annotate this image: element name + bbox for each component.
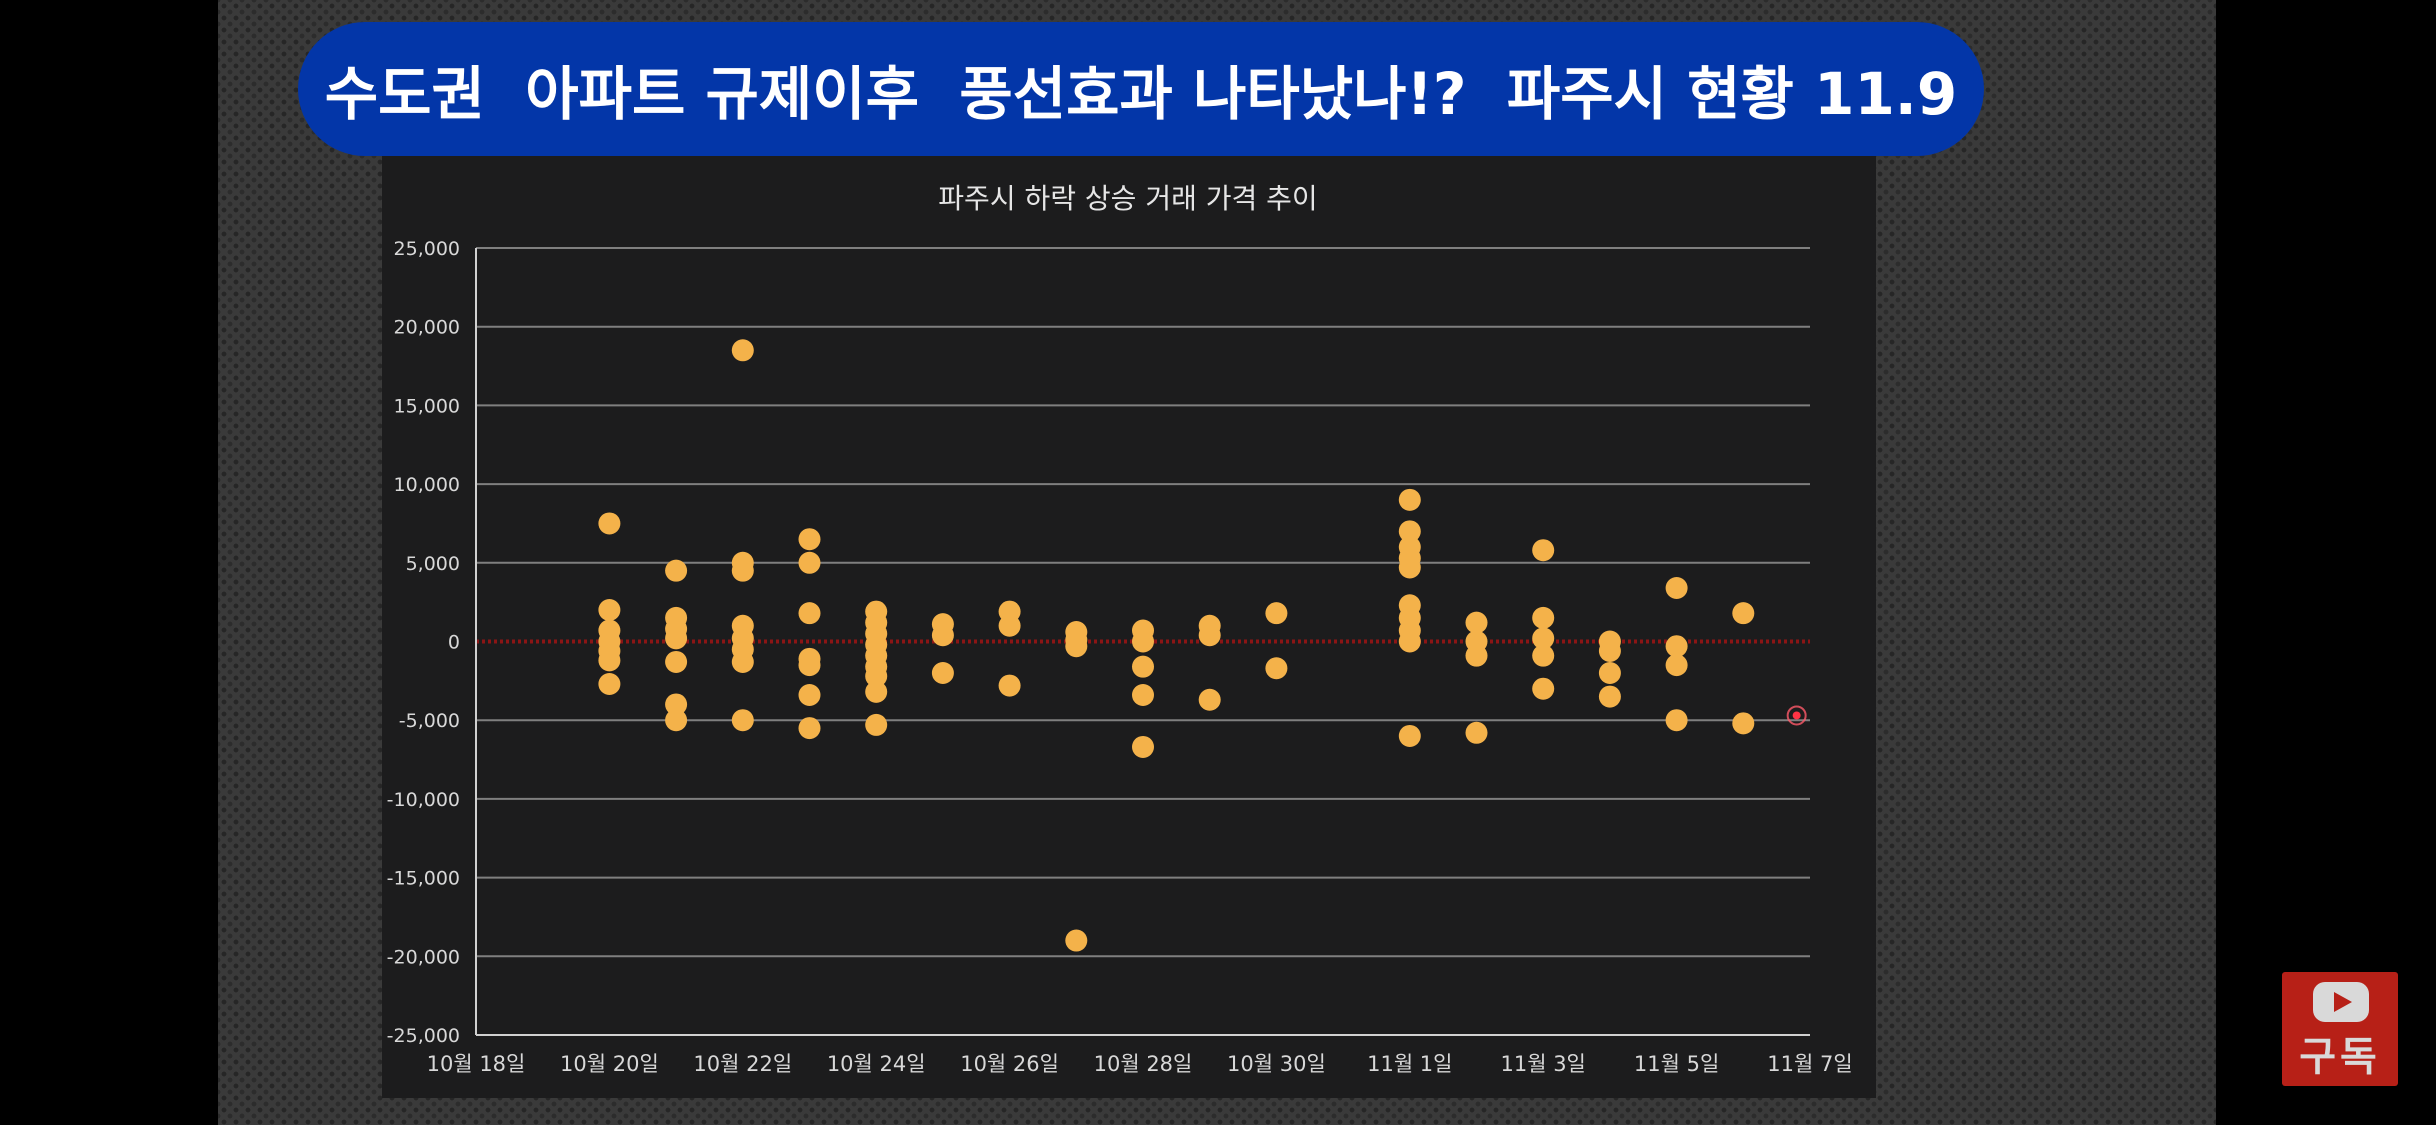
data-point xyxy=(731,339,754,362)
data-point xyxy=(665,709,688,732)
data-point xyxy=(1532,644,1555,667)
y-tick-label: 15,000 xyxy=(394,395,460,417)
data-points xyxy=(598,339,1807,952)
x-tick-label: 10월 20일 xyxy=(560,1052,659,1076)
data-point xyxy=(1598,661,1621,684)
data-point xyxy=(598,512,621,535)
x-tick-label: 11월 7일 xyxy=(1767,1052,1852,1076)
scatter-chart: 파주시 하락 상승 거래 가격 추이 25,000 20,000 15,000 10,… xyxy=(387,182,1853,1076)
y-tick-label: -5,000 xyxy=(399,710,460,732)
data-point xyxy=(1198,688,1221,711)
youtube-play-icon xyxy=(2313,982,2369,1022)
subscribe-label: 구독 xyxy=(2299,1034,2381,1080)
data-point xyxy=(931,624,954,647)
data-point xyxy=(1598,685,1621,708)
data-point xyxy=(931,661,954,684)
data-point xyxy=(865,680,888,703)
data-point xyxy=(1665,635,1688,658)
data-point xyxy=(731,650,754,673)
x-tick-label: 10월 24일 xyxy=(827,1052,926,1076)
data-point xyxy=(1132,655,1154,678)
data-point xyxy=(665,559,688,582)
data-point xyxy=(1465,721,1488,744)
data-point xyxy=(665,627,688,650)
y-tick-label: -10,000 xyxy=(387,789,460,811)
data-point xyxy=(798,602,821,625)
data-point xyxy=(1398,556,1421,579)
data-point xyxy=(731,709,754,732)
axes: 25,000 20,000 15,000 10,000 5,000 0 -5,000 -10,… xyxy=(387,238,1853,1076)
data-point xyxy=(665,693,688,716)
data-point xyxy=(1398,488,1421,511)
data-point xyxy=(1065,635,1088,658)
x-tick-label: 10월 18일 xyxy=(427,1052,526,1076)
x-tick-label: 10월 26일 xyxy=(960,1052,1059,1076)
x-tick-label: 10월 22일 xyxy=(693,1052,792,1076)
data-point xyxy=(1132,630,1154,653)
data-point xyxy=(1132,735,1154,758)
data-point xyxy=(1398,630,1421,653)
y-tick-label: 10,000 xyxy=(394,474,460,496)
data-point xyxy=(1598,639,1621,662)
y-tick-label: -20,000 xyxy=(387,946,460,968)
data-point xyxy=(1532,627,1555,650)
data-point xyxy=(1665,709,1688,732)
data-point xyxy=(598,649,621,672)
y-tick-label: 25,000 xyxy=(394,238,460,260)
x-tick-label: 10월 30일 xyxy=(1227,1052,1326,1076)
data-point xyxy=(1732,712,1755,735)
x-tick-label: 11월 5일 xyxy=(1634,1052,1719,1076)
data-point xyxy=(1065,929,1088,952)
data-point xyxy=(865,713,888,736)
data-point xyxy=(1532,677,1555,700)
title-banner: 수도권 아파트 규제이후 풍선효과 나타났나!? 파주시 현황 11.9 xyxy=(298,22,1984,156)
data-point xyxy=(1665,576,1688,599)
data-point xyxy=(1265,657,1288,680)
data-point xyxy=(731,559,754,582)
y-tick-label: 20,000 xyxy=(394,317,460,339)
y-tick-label: -25,000 xyxy=(387,1025,460,1047)
data-point xyxy=(1665,654,1688,677)
chart-title: 파주시 하락 상승 거래 가격 추이 xyxy=(938,182,1317,215)
data-point xyxy=(1732,602,1755,625)
data-point xyxy=(665,650,688,673)
y-tick-label: 0 xyxy=(448,632,460,654)
touch-indicator-dot xyxy=(1792,711,1801,720)
x-tick-label: 10월 28일 xyxy=(1094,1052,1193,1076)
data-point xyxy=(1265,602,1288,625)
data-point xyxy=(1132,684,1154,707)
data-point xyxy=(798,654,821,677)
y-tick-label: -15,000 xyxy=(387,868,460,890)
data-point xyxy=(865,665,888,688)
data-point xyxy=(598,599,621,622)
data-point xyxy=(1398,520,1421,543)
x-tick-label: 11월 3일 xyxy=(1500,1052,1585,1076)
data-point xyxy=(998,614,1021,637)
data-point xyxy=(798,528,821,551)
data-point xyxy=(1532,606,1555,629)
data-point xyxy=(1198,624,1221,647)
data-point xyxy=(798,684,821,707)
y-tick-label: 5,000 xyxy=(406,553,460,575)
chart-panel: 파주시 하락 상승 거래 가격 추이 25,000 20,000 15,000 10,… xyxy=(382,156,1876,1098)
data-point xyxy=(798,551,821,574)
data-point xyxy=(1465,611,1488,634)
touch-indicator-icon xyxy=(1786,705,1807,726)
data-point xyxy=(1465,644,1488,667)
data-point xyxy=(598,672,621,695)
x-tick-label: 11월 1일 xyxy=(1367,1052,1452,1076)
data-point xyxy=(798,717,821,740)
subscribe-button[interactable]: 구독 xyxy=(2282,972,2398,1086)
data-point xyxy=(1398,724,1421,747)
data-point xyxy=(1532,539,1555,562)
data-point xyxy=(998,674,1021,697)
